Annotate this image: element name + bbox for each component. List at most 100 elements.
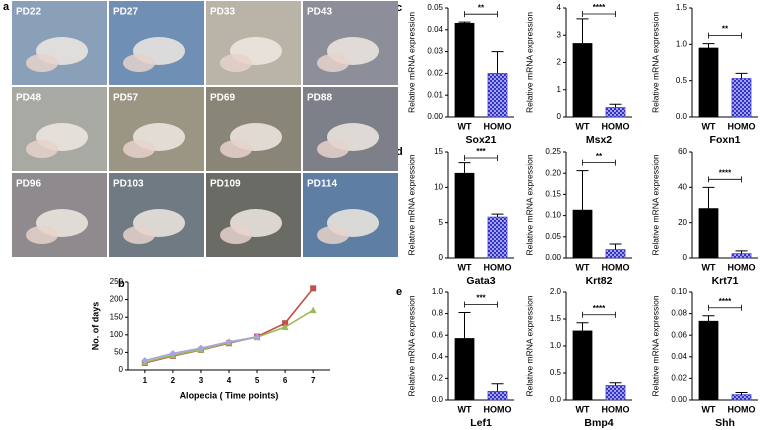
y-tick-label: 20 — [678, 218, 687, 227]
x-tick-label: 3 — [199, 376, 204, 385]
gene-name: Sox21 — [466, 134, 497, 146]
gene-name: Foxn1 — [710, 134, 741, 146]
error-bar — [609, 243, 622, 250]
error-bar — [702, 43, 715, 48]
mouse — [220, 226, 252, 244]
y-tick-label: 4 — [557, 3, 562, 12]
significance: *** — [476, 147, 486, 156]
bar — [454, 338, 475, 401]
y-tick-label: 0.05 — [427, 3, 443, 12]
error-bar — [458, 162, 471, 174]
photo-label: PD103 — [113, 179, 144, 190]
bar — [487, 391, 508, 401]
mouse — [220, 54, 252, 72]
error-bar — [576, 322, 589, 331]
y-tick-label: 200 — [110, 295, 124, 304]
y-tick-label: 1.5 — [676, 3, 688, 12]
y-tick-label: 0 — [557, 112, 562, 121]
point — [225, 338, 233, 346]
error-bar — [576, 18, 589, 44]
y-tick-label: 1.0 — [676, 39, 688, 48]
gene-name: Msx2 — [586, 134, 612, 146]
x-tick-label: 6 — [283, 376, 288, 385]
y-tick-label: 0.00 — [545, 253, 561, 262]
error-bar — [576, 170, 589, 211]
bar — [454, 22, 475, 118]
y-tick-label: 2 — [557, 58, 562, 67]
point — [197, 344, 205, 352]
y-tick-label: 0.15 — [545, 190, 561, 199]
y-tick-label: 0.00 — [427, 112, 443, 121]
mouse — [123, 140, 155, 158]
mouse — [26, 54, 58, 72]
photo-label: PD88 — [307, 93, 332, 104]
photo-label: PD33 — [210, 7, 235, 18]
photo-label: PD114 — [307, 179, 337, 190]
mouse — [26, 226, 58, 244]
photo-label: PD69 — [210, 93, 235, 104]
y-tick-label: 0 — [683, 253, 688, 262]
y-tick-label: 0.25 — [545, 147, 561, 156]
y-axis-title: Relative mRNA expression — [406, 154, 416, 255]
significance: ** — [722, 25, 729, 34]
y-tick-label: 0.0 — [676, 112, 688, 121]
gene-name: Krt82 — [586, 275, 613, 287]
mouse — [220, 140, 252, 158]
point — [309, 306, 317, 314]
y-axis-title: Relative mRNA expression — [650, 12, 660, 113]
y-tick-label: 0.05 — [545, 232, 561, 241]
photo-label: PD48 — [16, 93, 41, 104]
y-tick-label: 100 — [110, 330, 124, 339]
y-axis-title: Relative mRNA expression — [650, 154, 660, 255]
y-tick-label: 0.2 — [432, 374, 444, 383]
y-tick-label: 0.06 — [671, 330, 687, 339]
photo-label: PD57 — [113, 93, 138, 104]
error-bar — [609, 382, 622, 386]
bar — [572, 209, 593, 259]
significance-bracket — [708, 32, 742, 39]
mouse — [317, 140, 349, 158]
error-bar — [702, 186, 715, 209]
y-tick-label: 150 — [110, 312, 124, 321]
error-bar — [609, 103, 622, 108]
bar — [572, 43, 593, 118]
bar — [605, 249, 626, 259]
y-tick-label: 0.02 — [671, 374, 687, 383]
y-tick-label: 0.0 — [432, 395, 444, 404]
x-tick-label: WT — [458, 121, 472, 131]
x-tick-label: HOMO — [728, 404, 756, 414]
y-tick-label: 0.20 — [545, 168, 561, 177]
x-tick-label: WT — [576, 404, 590, 414]
photo-label: PD43 — [307, 7, 332, 18]
gene-name: Krt71 — [712, 275, 739, 287]
y-tick-label: 0.10 — [545, 211, 561, 220]
photo-label: PD22 — [16, 7, 41, 18]
y-tick-label: 60 — [678, 147, 687, 156]
bar — [731, 253, 752, 259]
x-tick-label: HOMO — [484, 404, 512, 414]
y-tick-label: 0.6 — [432, 330, 444, 339]
point — [169, 349, 177, 357]
x-tick-label: HOMO — [602, 262, 630, 272]
y-tick-label: 2.0 — [550, 287, 562, 296]
bar — [572, 330, 593, 401]
mouse — [317, 226, 349, 244]
gene-name: Bmp4 — [584, 417, 613, 429]
significance: **** — [719, 297, 732, 306]
y-tick-label: 1.0 — [550, 341, 562, 350]
x-tick-label: 2 — [171, 376, 176, 385]
y-tick-label: 10 — [434, 182, 443, 191]
mouse — [123, 226, 155, 244]
error-bar — [491, 383, 504, 392]
y-tick-label: 1.5 — [550, 314, 562, 323]
error-bar — [702, 315, 715, 322]
y-tick-label: 0 — [119, 365, 124, 374]
y-tick-label: 0.5 — [676, 76, 688, 85]
x-tick-label: HOMO — [602, 121, 630, 131]
y-tick-label: 0.04 — [671, 352, 687, 361]
significance-bracket — [582, 11, 616, 17]
y-tick-label: 0.10 — [671, 287, 687, 296]
y-axis-title: Relative mRNA expression — [524, 12, 534, 113]
panel-label: e — [396, 286, 402, 298]
error-bar — [491, 213, 504, 218]
